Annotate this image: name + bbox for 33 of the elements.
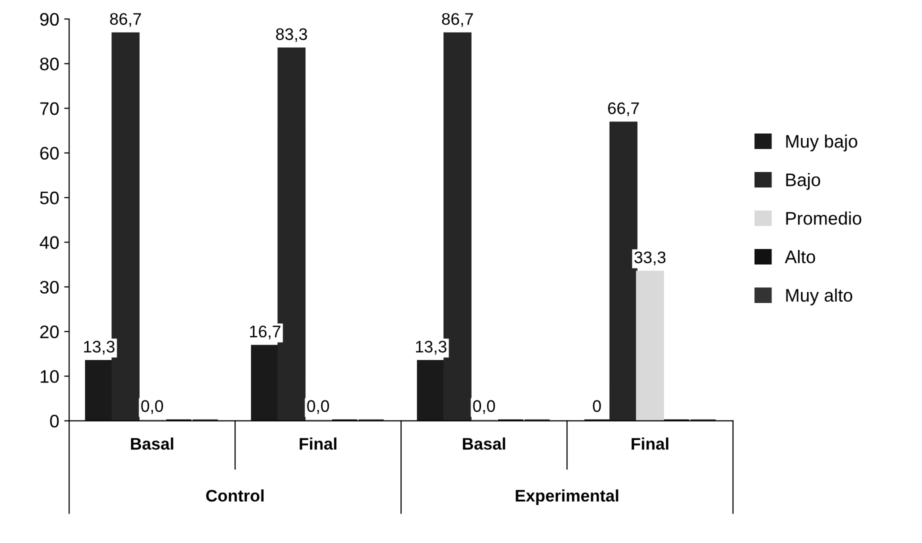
y-tick-label: 90 — [40, 12, 59, 26]
y-tick-label: 30 — [40, 280, 59, 294]
legend-label: Muy bajo — [786, 134, 858, 152]
legend-label: Promedio — [786, 212, 862, 225]
y-tick-label: 40 — [40, 236, 59, 249]
data-label: 0,0 — [141, 400, 164, 414]
y-tick-label: 60 — [40, 146, 59, 160]
x-tick-label: Final — [632, 437, 668, 450]
data-label: 0 — [592, 400, 601, 412]
data-label: 86,7 — [442, 13, 473, 27]
x-tick-label: Basal — [462, 437, 506, 450]
y-tick-label: 20 — [40, 325, 59, 338]
y-tick-label: 70 — [40, 102, 59, 116]
data-label: 16,7 — [250, 326, 280, 340]
legend-label: Alto — [784, 250, 816, 264]
data-label: 83,3 — [276, 28, 308, 42]
data-label: 0,0 — [473, 400, 495, 414]
y-tick-label: 0 — [50, 414, 59, 428]
data-label: 86,7 — [110, 13, 141, 27]
legend-label: Muy alto — [786, 288, 852, 306]
data-label: 0,0 — [307, 400, 330, 414]
data-label: 33,3 — [634, 252, 666, 266]
y-tick-label: 10 — [40, 370, 59, 383]
x-tick-label: Final — [300, 437, 336, 450]
legend-label: Bajo — [786, 173, 820, 190]
text: Control — [206, 489, 264, 502]
y-tick-label: 80 — [40, 58, 59, 70]
text: Experimental — [516, 489, 618, 505]
y-tick-label: 50 — [40, 192, 59, 204]
data-label: 66,7 — [608, 102, 639, 116]
x-tick-label: Basal — [131, 437, 174, 450]
data-label: 13,3 — [84, 340, 115, 355]
data-label: 13,3 — [416, 340, 446, 355]
